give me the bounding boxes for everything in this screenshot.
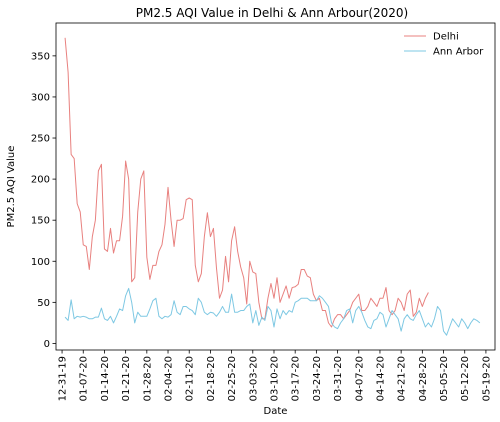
y-axis: 0 50 100 150 200 250 300 350 — [31, 51, 56, 350]
plot-lines — [64, 37, 481, 336]
y-tick-label: 250 — [31, 134, 50, 145]
x-axis-label: Date — [264, 406, 288, 417]
y-tick-label: 350 — [31, 51, 50, 62]
x-tick-label: 02-18-20 — [206, 356, 217, 401]
legend: Delhi Ann Arbor — [404, 32, 484, 58]
plot-frame — [55, 22, 496, 351]
x-tick-label: 05-05-20 — [439, 356, 450, 401]
x-tick-label: 04-21-20 — [397, 356, 408, 401]
x-tick-label: 02-04-20 — [164, 356, 175, 401]
x-tick-label: 05-12-20 — [460, 356, 471, 401]
x-tick-label: 03-17-20 — [291, 356, 302, 401]
x-tick-label: 01-28-20 — [142, 356, 153, 401]
chart-title: PM2.5 AQI Value in Delhi & Ann Arbour(20… — [136, 6, 408, 20]
x-tick-label: 04-14-20 — [375, 356, 386, 401]
y-axis-label: PM2.5 AQI Value — [6, 146, 17, 228]
x-tick-label: 04-07-20 — [354, 356, 365, 401]
x-tick-label: 03-10-20 — [269, 356, 280, 401]
legend-label-ann-arbor: Ann Arbor — [433, 47, 484, 58]
series-line-ann-arbor — [64, 287, 481, 336]
x-tick-label: 05-19-20 — [481, 356, 492, 401]
y-tick-label: 50 — [37, 298, 50, 309]
legend-label-delhi: Delhi — [433, 32, 459, 43]
y-tick-label: 0 — [44, 339, 50, 350]
series-line-delhi — [64, 37, 429, 328]
x-tick-label: 02-11-20 — [185, 356, 196, 401]
x-tick-label: 01-21-20 — [121, 356, 132, 401]
x-tick-label: 12-31-19 — [58, 356, 69, 401]
x-tick-label: 03-03-20 — [248, 356, 259, 401]
x-tick-label: 03-31-20 — [333, 356, 344, 401]
x-axis: 12-31-19 01-07-20 01-14-20 01-21-20 01-28-20… — [58, 350, 492, 401]
y-tick-label: 300 — [31, 92, 50, 103]
y-tick-label: 150 — [31, 216, 50, 227]
x-tick-label: 04-28-20 — [418, 356, 429, 401]
x-tick-label: 03-24-20 — [312, 356, 323, 401]
y-tick-label: 200 — [31, 175, 50, 186]
x-tick-label: 01-14-20 — [100, 356, 111, 401]
y-tick-label: 100 — [31, 257, 50, 268]
x-tick-label: 02-25-20 — [227, 356, 238, 401]
x-tick-label: 01-07-20 — [79, 356, 90, 401]
